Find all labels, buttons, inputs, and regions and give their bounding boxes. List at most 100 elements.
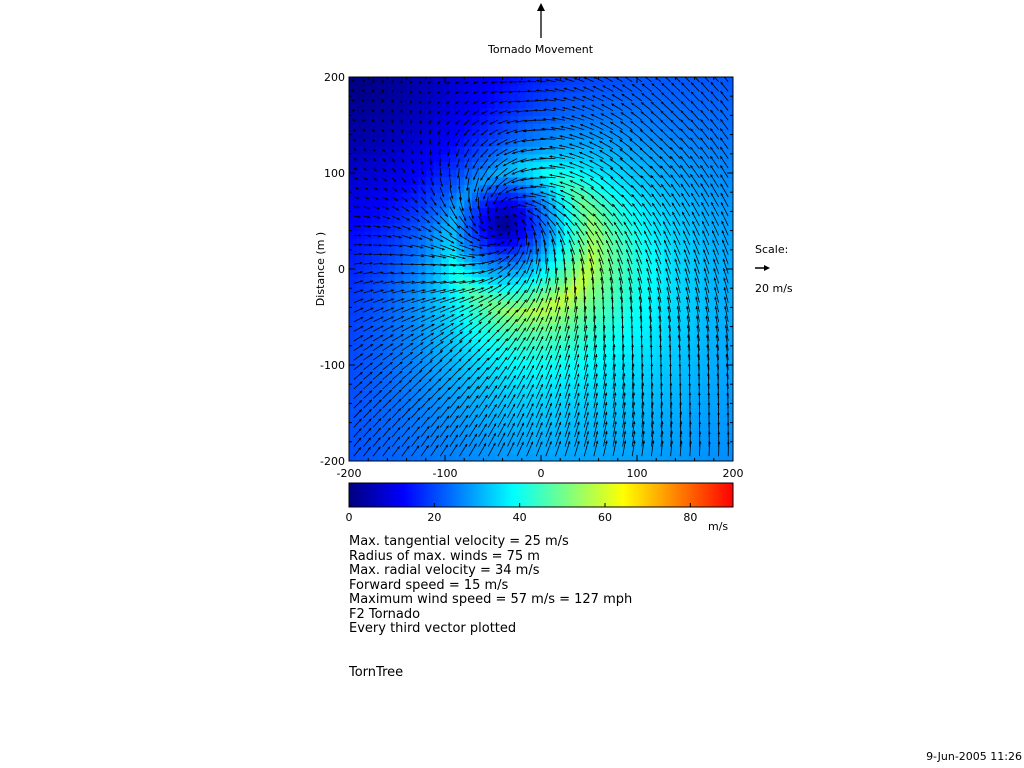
field-cell <box>441 100 450 109</box>
field-cell <box>471 368 481 378</box>
wind-vector <box>401 215 411 221</box>
field-cell <box>610 453 619 461</box>
field-cell <box>564 84 573 93</box>
wind-vector <box>674 249 681 265</box>
field-cell <box>617 161 627 170</box>
field-cell <box>594 338 604 347</box>
wind-vector <box>561 116 575 121</box>
field-cell <box>579 345 588 355</box>
wind-vector <box>478 277 494 284</box>
wind-vector <box>488 250 500 255</box>
field-cell <box>564 253 573 262</box>
wind-vector <box>679 137 691 150</box>
field-cell <box>372 123 381 132</box>
wind-vector <box>660 183 671 198</box>
wind-vector <box>440 297 456 303</box>
field-cell <box>418 368 427 378</box>
field-cell <box>456 453 465 461</box>
field-cell <box>387 345 396 355</box>
field-cell <box>640 453 650 461</box>
field-cell <box>425 230 435 239</box>
field-cell <box>456 330 465 339</box>
field-cell <box>418 238 427 247</box>
field-cell <box>617 92 627 101</box>
field-cell <box>356 299 365 308</box>
wind-vector <box>454 81 460 85</box>
field-cell <box>671 138 680 147</box>
wind-vector <box>382 215 391 220</box>
wind-vector <box>447 148 451 157</box>
field-cell <box>694 422 703 431</box>
field-cell <box>579 391 588 401</box>
field-cell <box>525 376 534 385</box>
field-cell <box>487 338 496 347</box>
wind-vector <box>351 108 356 112</box>
field-cell <box>471 215 481 224</box>
field-cell <box>525 123 534 132</box>
field-cell <box>694 245 703 255</box>
wind-vector <box>522 194 537 198</box>
field-cell <box>633 292 642 301</box>
wind-vector <box>603 392 608 409</box>
field-cell <box>541 361 550 370</box>
field-cell <box>602 153 611 163</box>
field-cell <box>548 253 557 262</box>
wind-vector <box>420 397 431 409</box>
wind-vector <box>564 431 571 447</box>
field-cell <box>356 138 365 147</box>
wind-vector <box>353 252 363 256</box>
field-cell <box>694 199 703 209</box>
wind-vector <box>598 258 604 274</box>
field-cell <box>564 284 573 293</box>
field-cell <box>571 391 580 401</box>
field-cell <box>494 353 504 362</box>
wind-vector <box>466 177 470 191</box>
field-cell <box>556 207 565 216</box>
field-cell <box>633 261 642 270</box>
field-cell <box>494 100 504 109</box>
field-cell <box>425 100 435 109</box>
wind-vector <box>401 289 415 294</box>
info-tangential-velocity: Max. tangential velocity = 25 m/s <box>349 534 569 549</box>
field-cell <box>633 130 642 140</box>
wind-vector <box>411 177 416 184</box>
field-cell <box>648 376 657 385</box>
field-cell <box>602 92 611 101</box>
field-cell <box>448 184 458 193</box>
field-cell <box>364 146 373 155</box>
wind-vector <box>641 193 652 207</box>
wind-vector <box>382 389 393 399</box>
field-cell <box>564 453 573 461</box>
wind-vector <box>545 277 551 294</box>
field-cell <box>602 84 611 93</box>
field-cell <box>410 276 419 285</box>
field-cell <box>694 299 703 308</box>
field-cell <box>656 222 665 232</box>
field-cell <box>571 368 580 378</box>
wind-vector <box>608 267 614 284</box>
field-cell <box>410 130 419 140</box>
field-cell <box>556 299 565 308</box>
field-cell <box>625 422 634 431</box>
field-cell <box>663 100 673 109</box>
field-cell <box>587 407 596 416</box>
field-cell <box>671 146 680 155</box>
wind-vector <box>400 110 404 114</box>
field-cell <box>725 338 733 347</box>
field-cell <box>556 445 565 454</box>
wind-vector <box>611 103 623 111</box>
field-cell <box>456 361 465 370</box>
field-cell <box>725 399 733 408</box>
field-cell <box>594 353 604 362</box>
field-cell <box>356 284 365 293</box>
field-cell <box>456 100 465 109</box>
wind-vector <box>640 165 652 179</box>
wind-vector <box>554 78 566 83</box>
wind-vector <box>559 172 575 179</box>
field-cell <box>610 276 619 285</box>
field-cell <box>479 84 488 93</box>
wind-vector <box>472 81 479 85</box>
wind-vector <box>679 146 691 159</box>
wind-vector <box>632 212 643 227</box>
wind-vector <box>497 248 508 255</box>
